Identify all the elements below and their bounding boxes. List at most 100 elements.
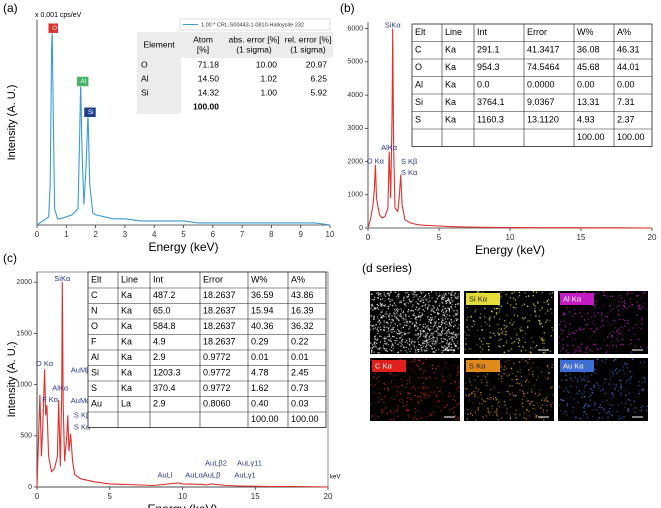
map-dot xyxy=(445,332,448,334)
map-dot xyxy=(520,375,523,378)
peak-label: O Kα xyxy=(36,359,54,368)
map-dot xyxy=(451,308,453,310)
map-dot xyxy=(602,291,605,293)
map-dot xyxy=(455,334,457,337)
map-dot xyxy=(464,388,467,390)
map-dot xyxy=(411,310,413,312)
map-dot xyxy=(620,417,622,419)
table-cell: 45.68 xyxy=(577,62,600,72)
map-dot xyxy=(416,348,419,351)
map-dot xyxy=(381,411,383,413)
map-dot xyxy=(468,399,471,401)
map-dot xyxy=(405,321,407,323)
map-dot xyxy=(484,316,486,318)
map-dot xyxy=(415,318,417,320)
table-bg xyxy=(411,23,653,147)
map-dot xyxy=(422,341,424,344)
map-dot xyxy=(419,324,421,326)
map-dot xyxy=(415,321,417,323)
map-dot xyxy=(511,385,513,387)
map-dot xyxy=(632,327,634,329)
map-dot xyxy=(643,292,645,294)
map-dot xyxy=(587,346,589,349)
map-dot xyxy=(442,309,444,311)
map-dot xyxy=(476,344,478,346)
peak-label: Si xyxy=(88,110,93,116)
map-dot xyxy=(532,373,534,376)
map-dot xyxy=(629,378,631,380)
map-dot xyxy=(427,315,429,318)
map-dot xyxy=(382,346,385,349)
map-dot xyxy=(450,294,452,296)
map-dot xyxy=(425,341,428,343)
table-cell: 2.37 xyxy=(617,115,635,125)
map-dot xyxy=(604,378,606,381)
map-label: Al Kα xyxy=(563,294,582,303)
map-dot xyxy=(522,358,524,360)
map-dot xyxy=(450,337,452,339)
map-dot xyxy=(510,406,512,408)
map-dot xyxy=(510,367,513,369)
map-dot xyxy=(417,401,419,403)
map-dot xyxy=(484,400,486,403)
map-dot xyxy=(406,324,408,327)
map-dot xyxy=(428,292,430,295)
map-dot xyxy=(384,395,386,397)
map-dot xyxy=(522,318,525,320)
map-dot xyxy=(641,377,643,379)
map-dot xyxy=(517,296,519,298)
map-dot xyxy=(456,313,458,316)
map-dot xyxy=(510,319,512,321)
map-dot xyxy=(644,381,646,383)
map-dot xyxy=(638,308,640,310)
map-dot xyxy=(407,294,410,296)
map-dot xyxy=(413,418,415,420)
map-dot xyxy=(465,394,467,396)
map-dot xyxy=(450,301,452,303)
map-dot xyxy=(445,309,448,311)
map-dot xyxy=(402,334,404,336)
map-dot xyxy=(626,399,628,401)
map-dot xyxy=(586,384,588,386)
map-dot xyxy=(393,313,395,315)
map-dot xyxy=(392,327,394,329)
map-dot xyxy=(503,324,505,326)
map-dot xyxy=(421,305,423,307)
map-dot xyxy=(406,339,408,341)
map-dot xyxy=(549,320,551,322)
map-dot xyxy=(620,333,622,335)
map-dot xyxy=(432,339,434,341)
map-dot xyxy=(410,321,412,323)
map-dot xyxy=(442,299,444,301)
map-dot xyxy=(599,404,602,406)
map-dot xyxy=(604,410,606,413)
table-cell: 0.03 xyxy=(291,399,309,409)
map-dot xyxy=(641,306,643,308)
table-cell: 3764.1 xyxy=(477,97,505,107)
map-dot xyxy=(627,319,629,321)
map-dot xyxy=(377,400,380,403)
map-dot xyxy=(412,304,414,306)
map-dot xyxy=(482,415,484,418)
map-dot xyxy=(422,363,424,365)
map-dot xyxy=(444,346,447,348)
map-dot xyxy=(404,318,406,320)
map-dot xyxy=(389,298,391,301)
map-dot xyxy=(375,324,377,326)
y-tick-label: 3000 xyxy=(347,125,363,132)
map-dot xyxy=(393,302,395,304)
map-dot xyxy=(453,336,455,338)
map-dot xyxy=(422,297,425,299)
map-dot xyxy=(623,366,625,368)
map-dot xyxy=(579,348,582,351)
map-dot xyxy=(514,307,516,309)
map-dot xyxy=(391,350,393,352)
map-dot xyxy=(493,316,496,318)
map-dot xyxy=(495,313,498,315)
map-dot xyxy=(536,415,538,417)
map-dot xyxy=(453,411,455,414)
map-dot xyxy=(511,378,513,381)
table-cell: 291.1 xyxy=(477,45,500,55)
map-dot xyxy=(441,375,444,377)
map-dot xyxy=(521,329,524,331)
